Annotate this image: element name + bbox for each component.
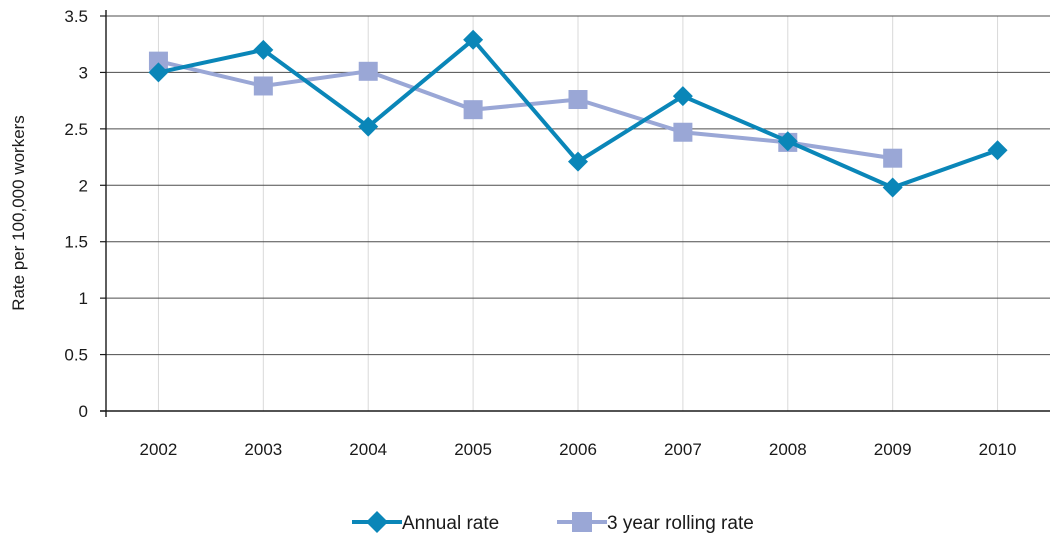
- gridlines: [106, 15, 1050, 411]
- legend-item: 3 year rolling rate: [557, 512, 754, 534]
- series-annual-rate: [148, 29, 1008, 198]
- x-tick-label: 2008: [769, 440, 807, 459]
- axes: [100, 10, 1050, 417]
- data-point-square: [253, 76, 273, 96]
- data-point-square: [463, 100, 483, 120]
- legend-label: 3 year rolling rate: [607, 513, 754, 534]
- x-tick-label: 2009: [874, 440, 912, 459]
- data-point-diamond: [358, 116, 379, 137]
- data-point-diamond: [568, 151, 588, 172]
- y-tick-label: 1: [79, 289, 88, 308]
- y-tick-label: 2.5: [64, 120, 88, 139]
- x-tick-label: 2005: [454, 440, 492, 459]
- y-tick-label: 0.5: [64, 346, 88, 365]
- legend: Annual rate 3 year rolling rate: [352, 511, 754, 534]
- y-tick-label: 0: [79, 402, 88, 421]
- data-point-square: [148, 51, 168, 71]
- y-axis-title: Rate per 100,000 workers: [9, 115, 28, 311]
- legend-marker-diamond: [366, 511, 388, 533]
- data-point-diamond: [148, 62, 169, 83]
- tick-labels: 0 0.5 1 1.5 2 2.5 3 3.5 2002 2003 2004 2005 2006 2007…: [64, 7, 1016, 459]
- data-point-square: [673, 122, 693, 142]
- data-point-diamond: [672, 86, 693, 107]
- x-tick-label: 2010: [979, 440, 1017, 459]
- x-tick-label: 2003: [244, 440, 282, 459]
- y-tick-label: 3: [79, 63, 88, 82]
- y-tick-label: 3.5: [64, 7, 88, 26]
- data-point-diamond: [463, 29, 484, 50]
- data-point-diamond: [253, 39, 274, 60]
- x-tick-label: 2007: [664, 440, 702, 459]
- data-point-diamond: [882, 177, 903, 198]
- y-tick-label: 2: [79, 176, 88, 195]
- data-point-square: [358, 61, 378, 81]
- legend-item: Annual rate: [352, 511, 499, 534]
- x-tick-label: 2006: [559, 440, 597, 459]
- series-line: [157, 59, 893, 161]
- legend-label: Annual rate: [402, 513, 499, 534]
- y-tick-label: 1.5: [64, 233, 88, 252]
- data-point-diamond: [987, 140, 1008, 161]
- x-tick-label: 2004: [349, 440, 387, 459]
- series-rolling-rate: [148, 51, 903, 168]
- data-point-diamond: [777, 131, 798, 152]
- data-point-square: [883, 148, 903, 168]
- legend-marker-square: [572, 512, 592, 532]
- data-point-square: [568, 90, 588, 110]
- x-tick-label: 2002: [140, 440, 178, 459]
- series-lines: [148, 29, 1008, 198]
